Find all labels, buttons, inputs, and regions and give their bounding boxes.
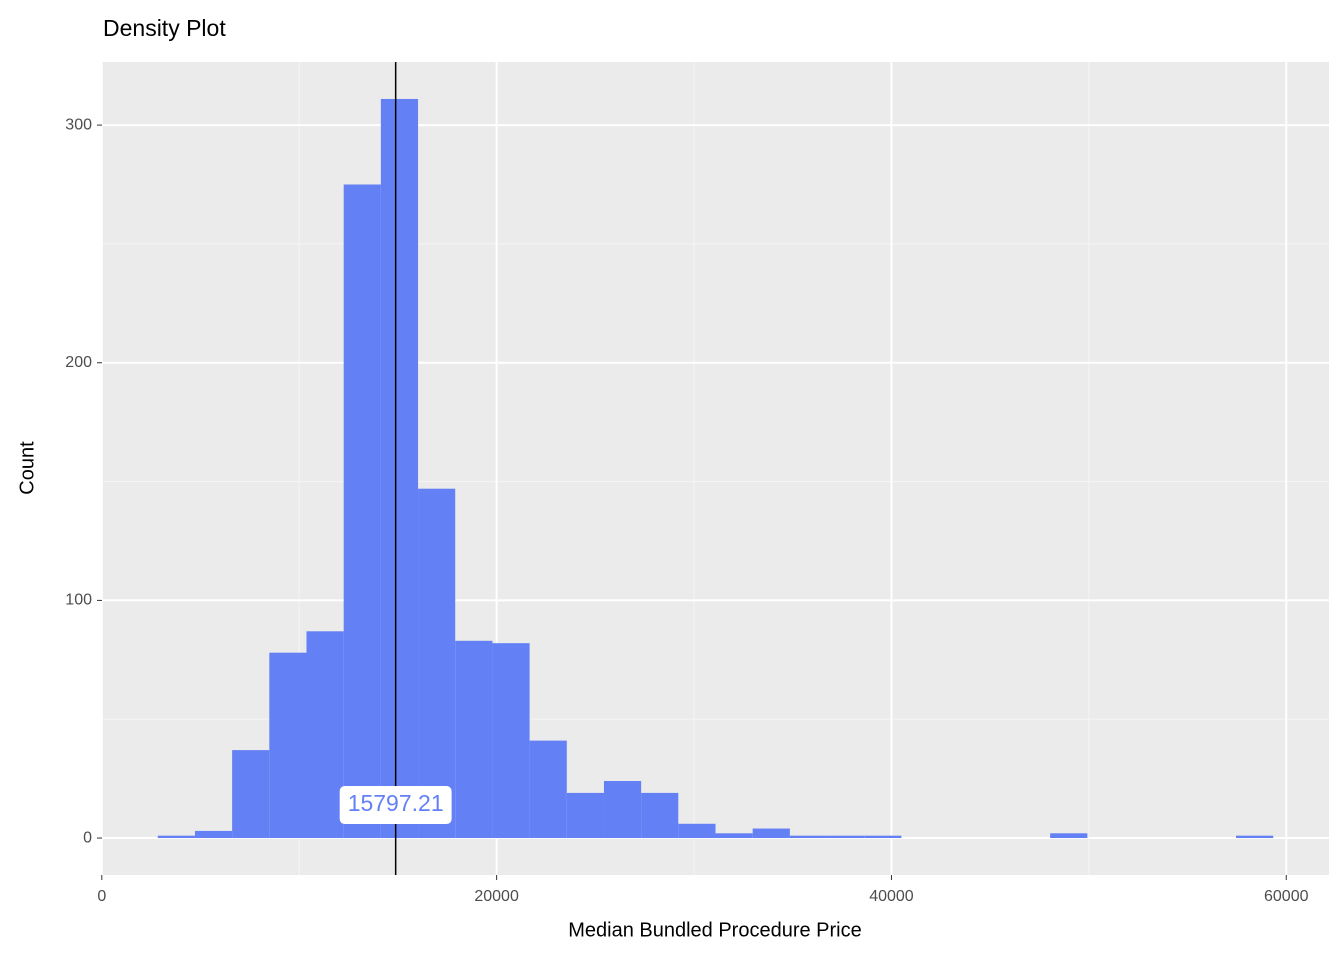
bar bbox=[789, 835, 828, 839]
bar bbox=[827, 835, 865, 839]
y-tick-label: 200 bbox=[65, 354, 92, 371]
x-tick-label: 20000 bbox=[474, 888, 519, 905]
bar bbox=[678, 823, 716, 839]
bar bbox=[752, 828, 790, 839]
bar bbox=[380, 98, 419, 839]
bar bbox=[343, 184, 381, 839]
reference-label-box bbox=[339, 786, 452, 825]
bar bbox=[864, 835, 902, 839]
x-tick-label: 40000 bbox=[869, 888, 914, 905]
bar bbox=[715, 833, 753, 839]
bar bbox=[603, 781, 642, 839]
chart-title: Density Plot bbox=[103, 15, 226, 41]
bar bbox=[529, 740, 567, 839]
bar bbox=[269, 652, 307, 839]
bar bbox=[232, 750, 270, 839]
bar bbox=[1236, 835, 1274, 839]
y-tick-label: 300 bbox=[65, 116, 92, 133]
bar bbox=[1050, 833, 1088, 839]
x-axis-title: Median Bundled Procedure Price bbox=[568, 919, 862, 941]
bar bbox=[641, 792, 679, 839]
bar bbox=[157, 835, 195, 839]
y-axis-title: Count bbox=[16, 441, 38, 495]
bar bbox=[566, 792, 604, 839]
bar bbox=[306, 631, 344, 839]
reference-label: 15797.21 bbox=[348, 790, 444, 816]
bar bbox=[194, 830, 233, 839]
y-tick-label: 0 bbox=[83, 829, 92, 846]
bar bbox=[455, 640, 493, 839]
x-tick-label: 60000 bbox=[1264, 888, 1309, 905]
x-tick-label: 0 bbox=[97, 888, 106, 905]
bar bbox=[492, 643, 530, 839]
bar bbox=[418, 488, 456, 839]
y-tick-label: 100 bbox=[65, 592, 92, 609]
